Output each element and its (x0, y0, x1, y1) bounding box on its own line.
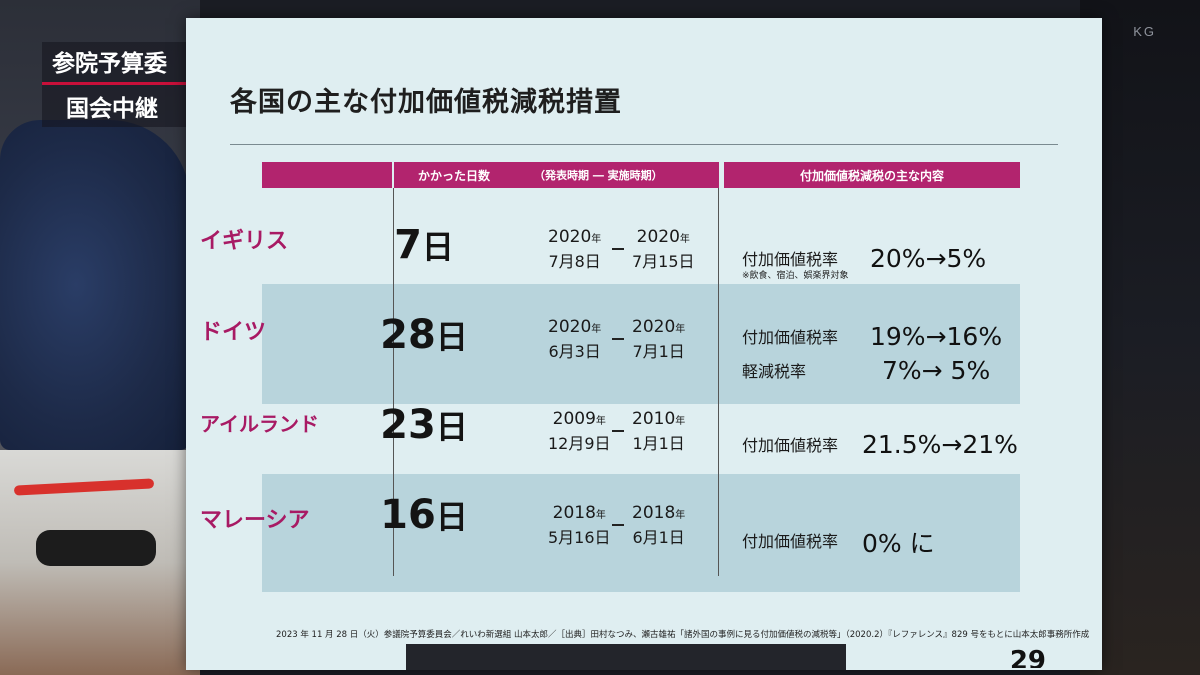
days-count: 23日 (334, 402, 514, 448)
country-name: イギリス (200, 229, 289, 254)
desk-device (36, 530, 156, 566)
header-days-label: かかった日数 (418, 168, 491, 183)
reduced-rate-label: 軽減税率 (742, 362, 807, 381)
days-value: 23 (380, 402, 436, 448)
rate-value: 21.5%→21% (862, 430, 1018, 459)
period-dash (612, 338, 624, 340)
period-dash (612, 248, 624, 250)
header-content-label: 付加価値税減税の主な内容 (799, 168, 944, 183)
rate-label: 付加価値税率 (742, 328, 839, 347)
country-name: マレーシア (200, 508, 310, 533)
rate-value: 20%→5% (870, 244, 987, 273)
rate-value: 19%→16% (870, 322, 1003, 351)
column-divider-1 (393, 188, 394, 576)
header-country-cell (262, 162, 392, 188)
presentation-slide: 各国の主な付加価値税減税措置 かかった日数 （発表時期 ― 実施時期） 付加価値… (186, 18, 1102, 670)
column-divider-2 (718, 188, 719, 576)
days-unit: 日 (435, 408, 468, 446)
title-divider (230, 144, 1058, 145)
caption-line-2: 国会中継 (42, 85, 212, 127)
days-value: 16 (380, 492, 436, 538)
country-name: アイルランド (200, 412, 319, 436)
reduced-rate-value: 7%→ 5% (882, 356, 991, 385)
period-dash (612, 524, 624, 526)
overlay-bar (406, 644, 846, 670)
implement-date: 2020年 7月1日 (632, 317, 686, 361)
announce-date: 2018年 5月16日 (548, 503, 611, 547)
broadcast-caption: 参院予算委 国会中継 (42, 42, 212, 127)
days-unit: 日 (435, 318, 468, 356)
rate-value: 0% に (862, 529, 935, 558)
rate-note: ※飲食、宿泊、娯楽界対象 (742, 271, 849, 281)
table-row-malaysia (262, 474, 1020, 592)
rate-label: 付加価値税率 (742, 532, 839, 551)
days-unit: 日 (435, 498, 468, 536)
days-count: 16日 (334, 492, 514, 538)
country-name: ドイツ (200, 320, 267, 345)
rate-label: 付加価値税率 (742, 250, 839, 269)
implement-date: 2020年 7月15日 (632, 227, 695, 271)
period-dash (612, 430, 624, 432)
channel-logo: KG (1133, 24, 1156, 39)
slide-title: 各国の主な付加価値税減税措置 (230, 87, 622, 118)
announce-date: 2020年 7月8日 (548, 227, 602, 271)
days-value: 7 (394, 222, 422, 268)
source-footnote: 2023 年 11 月 28 日（火）参議院予算委員会／れいわ新選組 山本太郎／… (276, 630, 1090, 640)
rate-label: 付加価値税率 (742, 436, 839, 455)
header-content-cell: 付加価値税減税の主な内容 (724, 162, 1020, 188)
days-value: 28 (380, 312, 436, 358)
header-period-label: （発表時期 ― 実施時期） (534, 169, 663, 182)
days-unit: 日 (421, 228, 454, 266)
implement-date: 2010年 1月1日 (632, 409, 686, 453)
days-count: 7日 (334, 222, 514, 268)
background-person (0, 120, 190, 450)
page-number: 29 (1009, 646, 1046, 668)
announce-date: 2020年 6月3日 (548, 317, 602, 361)
implement-date: 2018年 6月1日 (632, 503, 686, 547)
header-days-cell: かかった日数 （発表時期 ― 実施時期） (394, 162, 719, 188)
announce-date: 2009年 12月9日 (548, 409, 611, 453)
table-row-germany (262, 284, 1020, 404)
days-count: 28日 (334, 312, 514, 358)
caption-line-1: 参院予算委 (42, 42, 212, 85)
